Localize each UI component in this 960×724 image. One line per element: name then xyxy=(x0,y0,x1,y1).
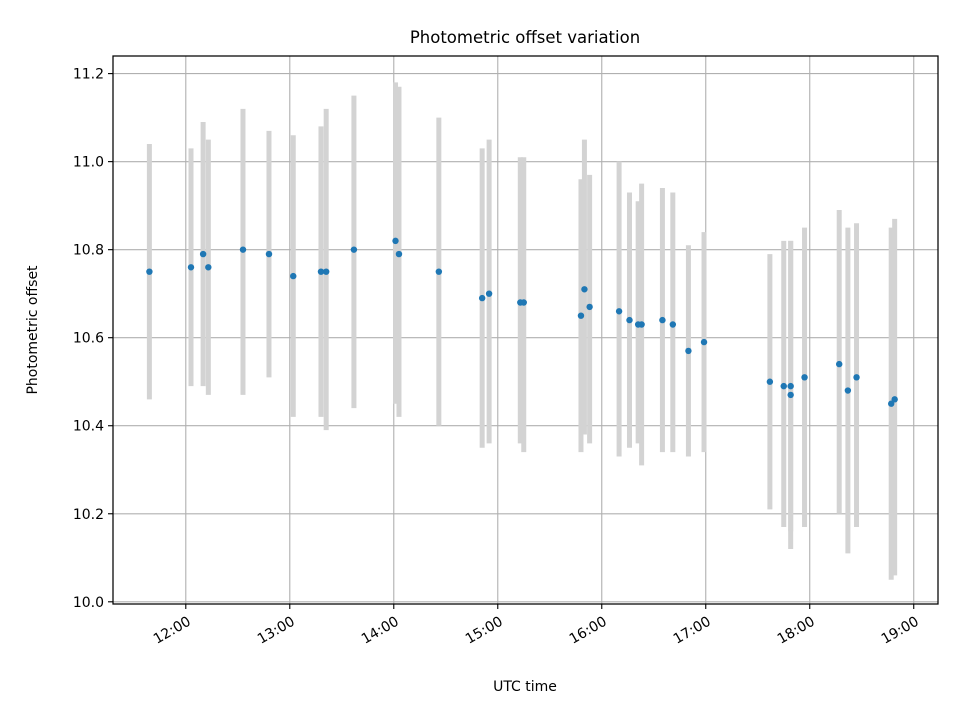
data-point xyxy=(638,321,645,328)
data-point xyxy=(478,294,486,302)
data-point xyxy=(586,303,593,311)
data-point xyxy=(350,246,358,253)
data-point xyxy=(290,272,297,280)
data-point xyxy=(787,391,794,399)
data-point xyxy=(891,396,898,403)
data-point xyxy=(435,268,443,275)
data-point xyxy=(205,264,212,271)
data-point xyxy=(317,268,325,275)
y-tick-label: 10.2 xyxy=(73,507,104,523)
data-point xyxy=(766,378,774,385)
plot-frame xyxy=(112,55,939,605)
data-point xyxy=(626,316,633,324)
data-points xyxy=(146,237,898,407)
data-point xyxy=(888,400,895,407)
data-point xyxy=(265,250,273,258)
y-tick-label: 11.0 xyxy=(73,155,104,171)
data-point xyxy=(685,347,692,355)
data-point xyxy=(669,321,677,328)
y-tick-label: 10.0 xyxy=(73,595,104,611)
data-point xyxy=(146,268,153,275)
data-point xyxy=(577,312,585,319)
data-point xyxy=(836,360,843,368)
data-point xyxy=(392,237,399,245)
data-point xyxy=(395,250,403,258)
data-point xyxy=(520,299,527,306)
data-point xyxy=(239,246,247,253)
y-tick-label: 10.8 xyxy=(73,243,104,259)
data-point xyxy=(581,286,588,293)
y-tick-label: 10.6 xyxy=(73,331,104,347)
data-point xyxy=(199,250,207,258)
data-point xyxy=(780,382,787,390)
y-tick-label: 10.4 xyxy=(73,419,104,435)
data-point xyxy=(700,338,708,346)
y-tick-label: 11.2 xyxy=(73,67,104,83)
chart-title: Photometric offset variation xyxy=(410,28,640,47)
data-point xyxy=(615,308,623,315)
data-point xyxy=(787,382,794,390)
data-point xyxy=(485,290,493,297)
data-point xyxy=(322,268,330,275)
x-axis-label: UTC time xyxy=(493,679,557,695)
data-point xyxy=(187,264,195,271)
data-point xyxy=(844,387,852,394)
data-point xyxy=(853,374,860,381)
y-axis-label: Photometric offset xyxy=(25,265,41,395)
data-point xyxy=(801,374,808,381)
data-point xyxy=(659,316,666,324)
